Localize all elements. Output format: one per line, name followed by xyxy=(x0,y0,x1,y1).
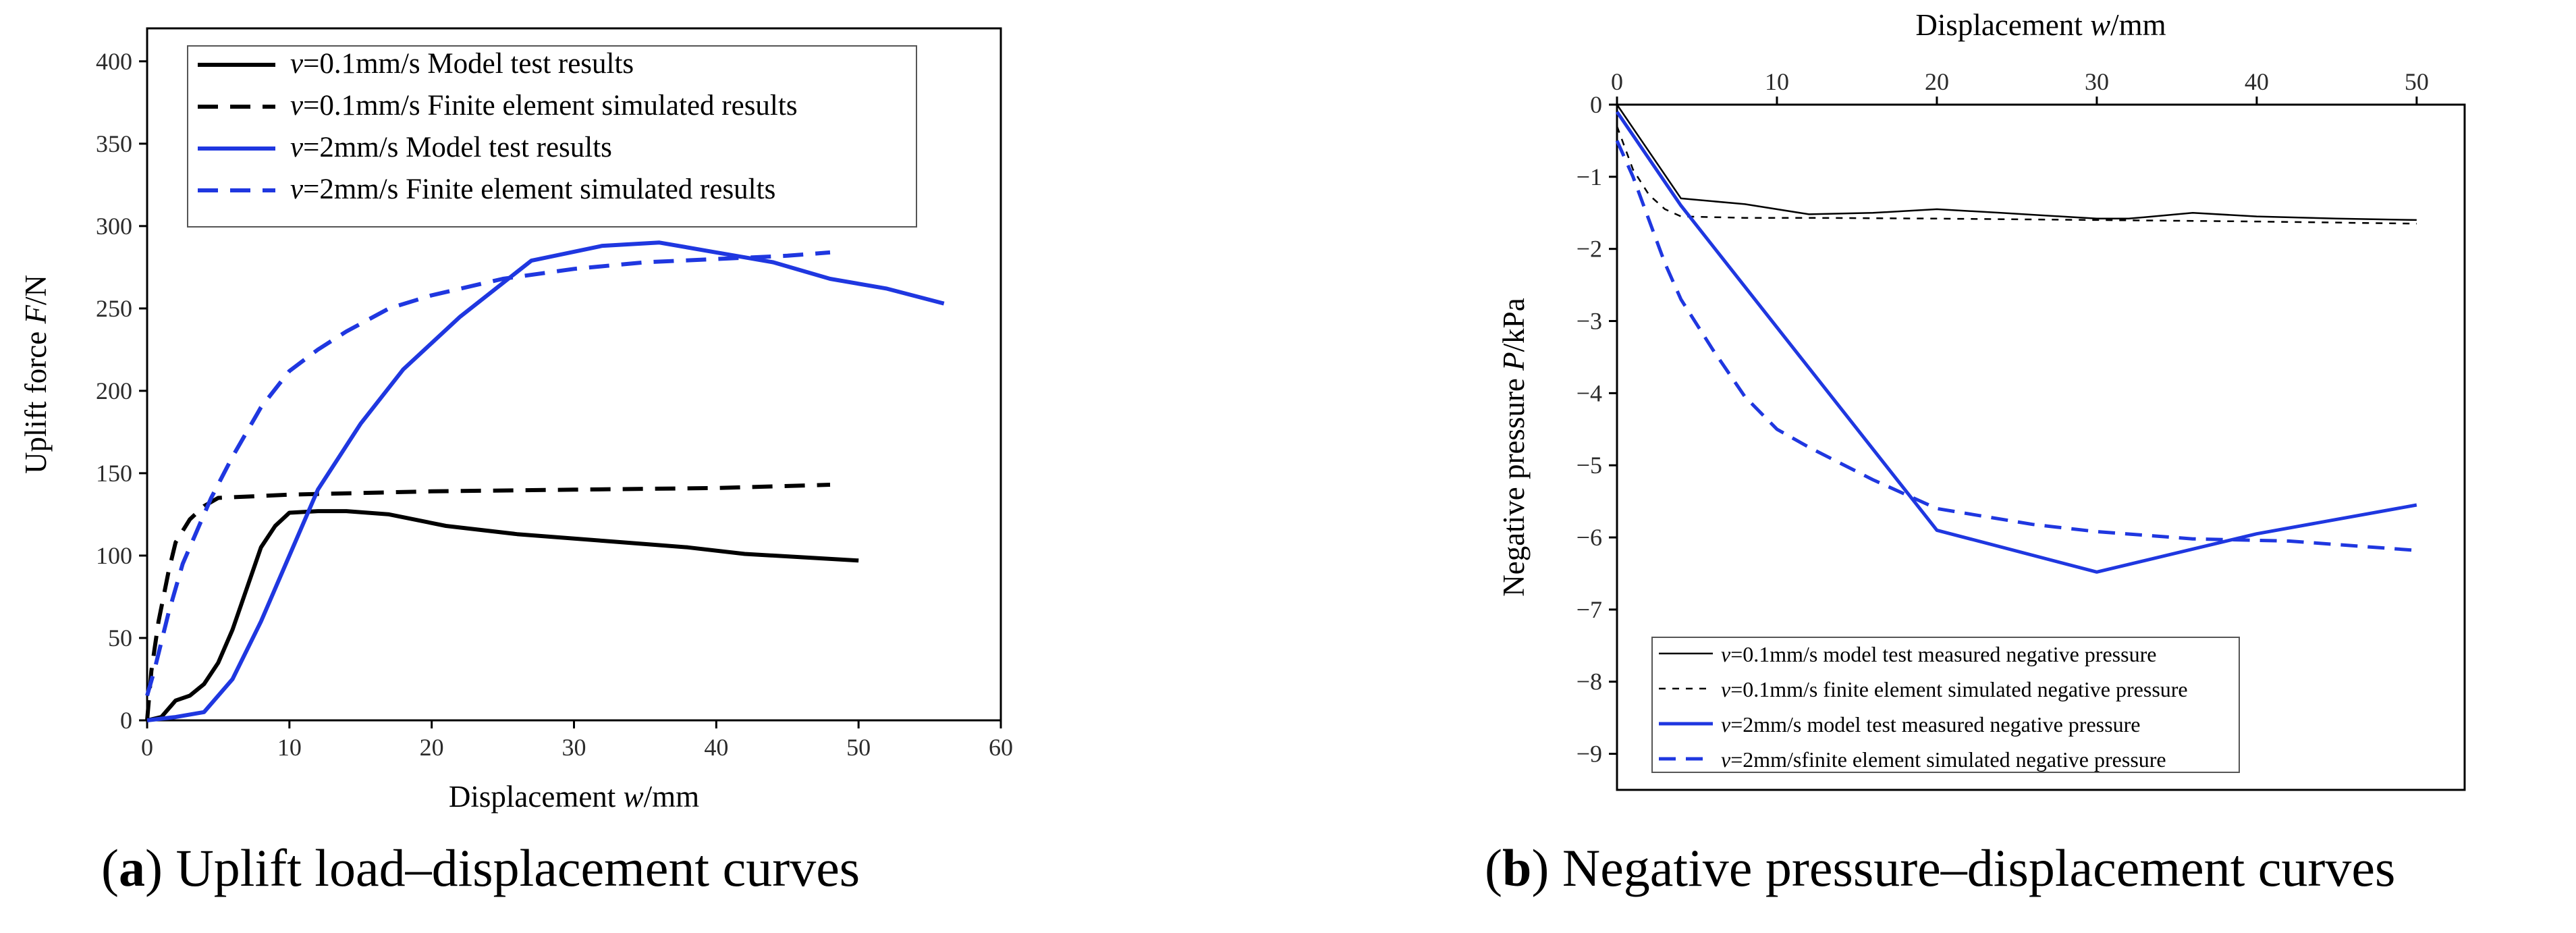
x-tick-label: 40 xyxy=(2245,68,2269,95)
legend-label: v=2mm/s model test measured negative pre… xyxy=(1721,712,2140,737)
plot-frame xyxy=(1616,103,2466,791)
legend-label: v=0.1mm/s Finite element simulated resul… xyxy=(290,90,798,122)
y-tick-label: −4 xyxy=(1577,379,1602,406)
y-tick-label: 200 xyxy=(96,377,132,404)
series-line-4 xyxy=(145,250,831,697)
series-line-1 xyxy=(146,509,859,722)
legend-label: v=0.1mm/s model test measured negative p… xyxy=(1721,642,2156,666)
x-tick-label: 10 xyxy=(1765,68,1789,95)
series-line-3 xyxy=(1615,111,2417,574)
y-tick-label: 150 xyxy=(96,460,132,487)
y-tick-label: 100 xyxy=(96,542,132,569)
y-tick-label: −5 xyxy=(1577,452,1602,479)
y-tick-label: 300 xyxy=(96,213,132,240)
series-line-2 xyxy=(1616,126,2417,225)
y-tick-label: 400 xyxy=(96,48,132,75)
series-line-2 xyxy=(145,483,831,721)
x-tick-label: 0 xyxy=(1611,68,1623,95)
legend-label: v=2mm/s Finite element simulated results xyxy=(290,174,775,205)
y-tick-label: −9 xyxy=(1577,741,1602,768)
chart-b-negative-pressure: 0 10 20 30 40 50 0 −1 −2 −3 −4 −5 −6 −7 −8 −9 Displaceme… xyxy=(1497,8,2466,791)
chart-a-uplift-load: 0 10 20 30 40 50 60 0 50 100 150 200 250 300 350 400 Dis… xyxy=(19,27,1013,814)
y-tick-label: −2 xyxy=(1577,236,1602,263)
x-tick-label: 60 xyxy=(989,734,1013,761)
caption-b: (b) Negative pressure–displacement curve… xyxy=(1485,838,2395,897)
x-tick-label: 30 xyxy=(562,734,586,761)
y-tick-label: −8 xyxy=(1577,668,1602,695)
x-tick-label: 30 xyxy=(2085,68,2109,95)
y-tick-label: 0 xyxy=(120,707,132,734)
series-line-4 xyxy=(1615,140,2417,552)
x-tick-label: 50 xyxy=(846,734,871,761)
caption-a: (a) Uplift load–displacement curves xyxy=(101,838,860,897)
y-tick-label: −1 xyxy=(1577,163,1602,190)
y-axis-title: Uplift force F/N xyxy=(19,275,53,474)
y-tick-label: 0 xyxy=(1590,91,1602,118)
y-tick-label: 350 xyxy=(96,130,132,157)
x-tick-label: 20 xyxy=(420,734,444,761)
x-tick-label: 20 xyxy=(1925,68,1949,95)
legend-box xyxy=(1651,637,2240,773)
y-tick-label: −3 xyxy=(1577,308,1602,335)
x-tick-label: 40 xyxy=(704,734,728,761)
x-tick-label: 50 xyxy=(2405,68,2429,95)
y-tick-label: −6 xyxy=(1577,524,1602,551)
x-axis-title: Displacement w/mm xyxy=(1915,8,2166,42)
legend-label: v=2mm/s Model test results xyxy=(290,132,612,163)
y-tick-label: 250 xyxy=(96,295,132,322)
x-tick-label: 0 xyxy=(141,734,153,761)
legend-label: v=0.1mm/s Model test results xyxy=(290,48,634,80)
legend-label: v=0.1mm/s finite element simulated negat… xyxy=(1721,677,2188,701)
legend-label: v=2mm/sfinite element simulated negative… xyxy=(1721,747,2166,772)
x-tick-label: 10 xyxy=(277,734,302,761)
y-tick-label: −7 xyxy=(1577,596,1602,623)
y-tick-label: 50 xyxy=(108,624,132,651)
series-line-3 xyxy=(146,240,945,722)
series-line-1 xyxy=(1616,104,2417,221)
x-axis-title: Displacement w/mm xyxy=(449,780,699,814)
legend-box xyxy=(187,45,917,228)
y-axis-title: Negative pressure P/kPa xyxy=(1497,298,1531,596)
